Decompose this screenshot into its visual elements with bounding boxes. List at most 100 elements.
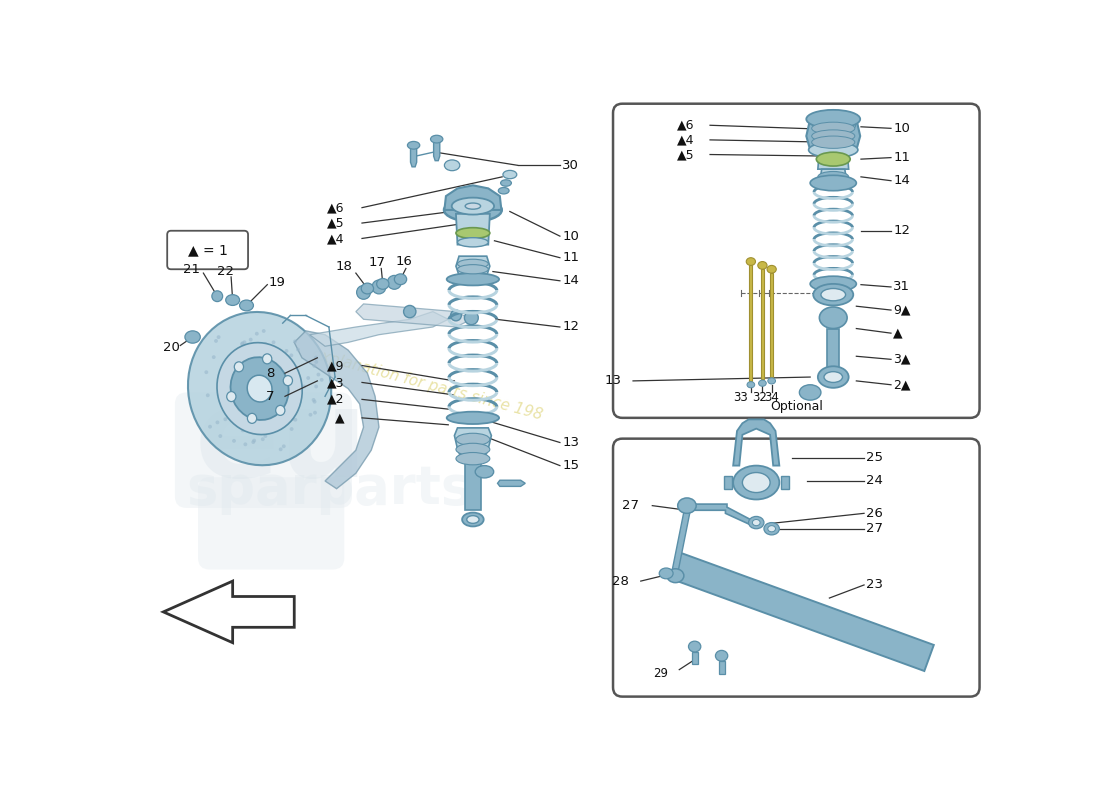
Ellipse shape: [226, 294, 240, 306]
Ellipse shape: [667, 569, 684, 582]
Ellipse shape: [464, 311, 478, 325]
Polygon shape: [806, 119, 860, 150]
Text: 2▲: 2▲: [893, 378, 911, 391]
Ellipse shape: [447, 273, 499, 286]
Ellipse shape: [475, 466, 494, 478]
Text: 9▲: 9▲: [893, 303, 911, 317]
Ellipse shape: [241, 342, 244, 345]
Ellipse shape: [715, 650, 728, 661]
Text: 27: 27: [867, 522, 883, 535]
FancyBboxPatch shape: [175, 393, 352, 508]
Text: 10: 10: [893, 122, 910, 135]
Ellipse shape: [289, 427, 294, 431]
Text: ▲: ▲: [334, 411, 344, 424]
Ellipse shape: [235, 402, 240, 406]
Ellipse shape: [285, 368, 289, 372]
Ellipse shape: [248, 346, 251, 350]
Ellipse shape: [241, 429, 244, 432]
Polygon shape: [724, 476, 732, 489]
Ellipse shape: [243, 442, 248, 446]
Text: ▲3: ▲3: [327, 376, 344, 389]
Ellipse shape: [263, 342, 267, 346]
Polygon shape: [433, 141, 440, 161]
Text: 28: 28: [613, 574, 629, 587]
Text: 23: 23: [867, 578, 883, 591]
Text: 13: 13: [605, 374, 621, 387]
Ellipse shape: [216, 421, 219, 424]
Ellipse shape: [767, 266, 777, 273]
Ellipse shape: [763, 522, 779, 535]
Polygon shape: [818, 150, 849, 169]
Ellipse shape: [217, 335, 220, 339]
Text: 12: 12: [562, 321, 580, 334]
Polygon shape: [770, 273, 773, 377]
Polygon shape: [820, 169, 847, 185]
Ellipse shape: [188, 312, 331, 466]
FancyBboxPatch shape: [613, 104, 980, 418]
Ellipse shape: [455, 434, 490, 446]
Ellipse shape: [261, 438, 265, 441]
Ellipse shape: [466, 516, 480, 523]
Ellipse shape: [252, 359, 256, 362]
Ellipse shape: [821, 289, 846, 301]
Ellipse shape: [292, 390, 296, 394]
Ellipse shape: [239, 362, 243, 366]
Ellipse shape: [234, 408, 239, 412]
Text: ▲6: ▲6: [678, 118, 695, 132]
Ellipse shape: [286, 382, 290, 386]
Text: ▲2: ▲2: [327, 393, 344, 406]
Ellipse shape: [768, 526, 776, 532]
Text: ▲9: ▲9: [327, 359, 344, 372]
FancyBboxPatch shape: [198, 477, 344, 570]
Ellipse shape: [262, 357, 265, 361]
Ellipse shape: [185, 331, 200, 343]
Ellipse shape: [255, 332, 258, 336]
Ellipse shape: [268, 419, 272, 423]
Text: ▲: ▲: [893, 326, 903, 340]
Ellipse shape: [810, 276, 856, 291]
Ellipse shape: [264, 434, 267, 438]
Polygon shape: [410, 147, 417, 167]
Ellipse shape: [263, 354, 272, 364]
Ellipse shape: [812, 136, 855, 148]
Text: ▲6: ▲6: [327, 201, 344, 214]
Ellipse shape: [455, 443, 490, 455]
Ellipse shape: [356, 286, 371, 299]
Text: 12: 12: [893, 224, 911, 238]
Text: 8: 8: [266, 366, 274, 380]
Ellipse shape: [372, 280, 386, 294]
Text: ▲5: ▲5: [327, 217, 344, 230]
Text: 32: 32: [752, 391, 768, 404]
Ellipse shape: [689, 641, 701, 652]
Ellipse shape: [274, 418, 278, 422]
Ellipse shape: [245, 358, 250, 362]
Polygon shape: [672, 512, 690, 570]
Ellipse shape: [275, 359, 278, 362]
Text: 18: 18: [336, 261, 353, 274]
Ellipse shape: [458, 265, 488, 274]
Ellipse shape: [759, 380, 767, 386]
Text: eu: eu: [195, 382, 367, 503]
Ellipse shape: [248, 375, 272, 402]
Ellipse shape: [294, 375, 297, 379]
Ellipse shape: [232, 439, 235, 442]
Ellipse shape: [837, 131, 849, 139]
Ellipse shape: [219, 434, 222, 438]
Ellipse shape: [430, 135, 443, 143]
Ellipse shape: [451, 310, 461, 321]
Ellipse shape: [244, 361, 249, 365]
Ellipse shape: [842, 121, 856, 130]
Ellipse shape: [227, 397, 231, 401]
Ellipse shape: [302, 385, 306, 389]
Ellipse shape: [455, 228, 490, 238]
Polygon shape: [356, 304, 472, 327]
Ellipse shape: [748, 517, 763, 529]
Polygon shape: [454, 428, 492, 456]
Text: ▲5: ▲5: [676, 148, 695, 161]
Text: 16: 16: [395, 255, 412, 268]
Ellipse shape: [812, 122, 855, 134]
Ellipse shape: [272, 340, 275, 344]
Text: 26: 26: [867, 507, 883, 520]
Ellipse shape: [249, 338, 253, 342]
Polygon shape: [692, 652, 697, 664]
